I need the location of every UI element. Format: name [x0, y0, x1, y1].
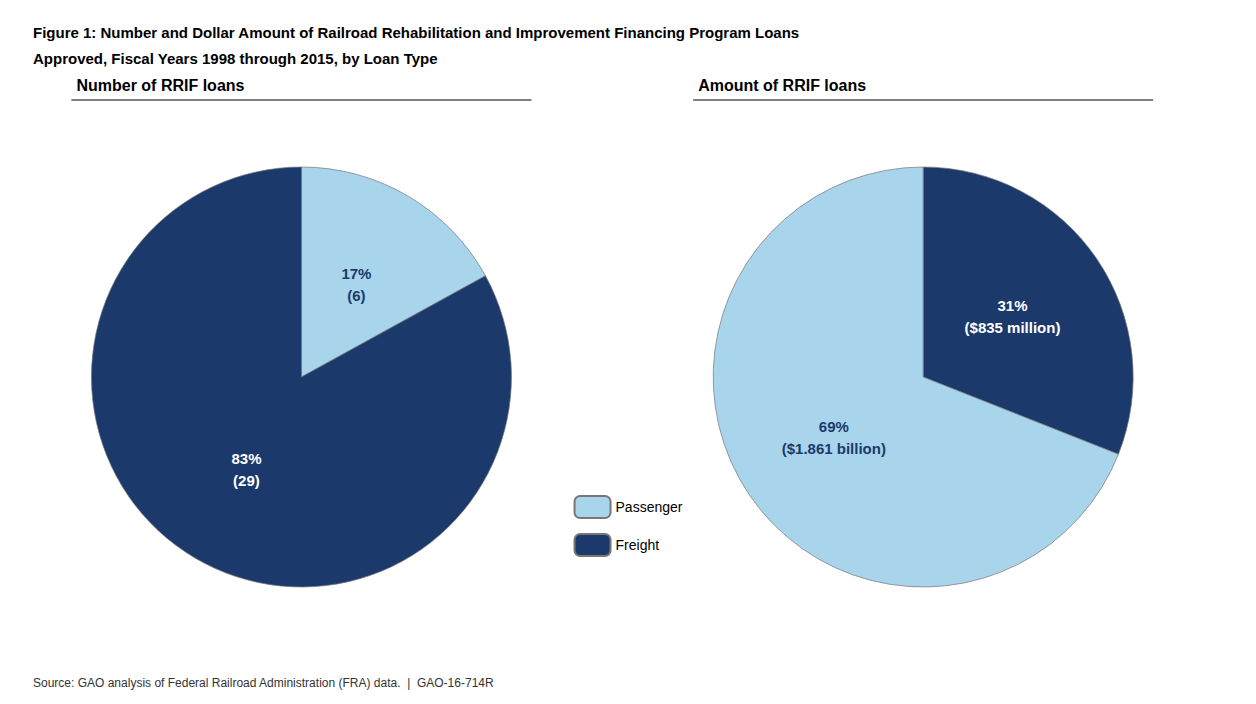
svg-text:(6): (6): [347, 287, 365, 304]
svg-text:17%: 17%: [341, 265, 371, 282]
svg-text:Figure 1: Number and Dollar Am: Figure 1: Number and Dollar Amount of Ra…: [33, 24, 799, 41]
svg-text:Amount of RRIF loans: Amount of RRIF loans: [698, 77, 866, 94]
svg-text:83%: 83%: [231, 450, 261, 467]
svg-text:($835 million): ($835 million): [965, 319, 1061, 336]
svg-text:Passenger: Passenger: [616, 499, 683, 515]
svg-text:(29): (29): [233, 472, 260, 489]
svg-text:($1.861 billion): ($1.861 billion): [782, 440, 886, 457]
svg-text:69%: 69%: [819, 418, 849, 435]
svg-text:31%: 31%: [997, 297, 1027, 314]
svg-text:Source: GAO analysis of Federa: Source: GAO analysis of Federal Railroad…: [33, 676, 494, 690]
svg-text:Freight: Freight: [616, 537, 660, 553]
svg-text:Approved, Fiscal Years 1998 th: Approved, Fiscal Years 1998 through 2015…: [33, 50, 438, 67]
svg-text:Number of RRIF loans: Number of RRIF loans: [76, 77, 244, 94]
